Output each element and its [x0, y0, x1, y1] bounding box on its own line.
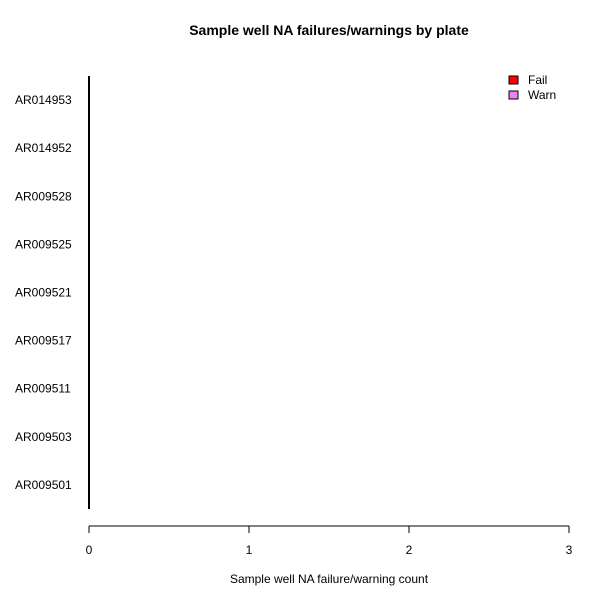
x-axis-title: Sample well NA failure/warning count — [230, 572, 429, 586]
y-tick-label: AR009525 — [15, 237, 72, 251]
x-tick-label: 0 — [86, 543, 93, 557]
legend-swatch-warn — [508, 90, 519, 100]
y-tick-label: AR009501 — [15, 478, 72, 492]
x-tick-label: 2 — [406, 543, 413, 557]
legend-label-warn: Warn — [528, 88, 556, 102]
chart-title: Sample well NA failures/warnings by plat… — [189, 22, 469, 38]
y-axis-labels: AR014953 AR014952 AR009528 AR009525 AR009521… — [15, 93, 72, 492]
x-axis: 0 1 2 3 — [86, 525, 573, 557]
y-tick-label: AR014953 — [15, 93, 72, 107]
y-tick-label: AR009521 — [15, 286, 72, 300]
legend-label-fail: Fail — [528, 73, 547, 87]
y-tick-label: AR009503 — [15, 430, 72, 444]
legend-swatch-fail — [508, 75, 519, 85]
x-tick-label: 3 — [566, 543, 573, 557]
y-tick-label: AR009511 — [15, 382, 71, 396]
y-tick-label: AR009517 — [15, 334, 72, 348]
y-tick-label: AR014952 — [15, 141, 72, 155]
y-tick-label: AR009528 — [15, 189, 72, 203]
x-tick-label: 1 — [246, 543, 253, 557]
